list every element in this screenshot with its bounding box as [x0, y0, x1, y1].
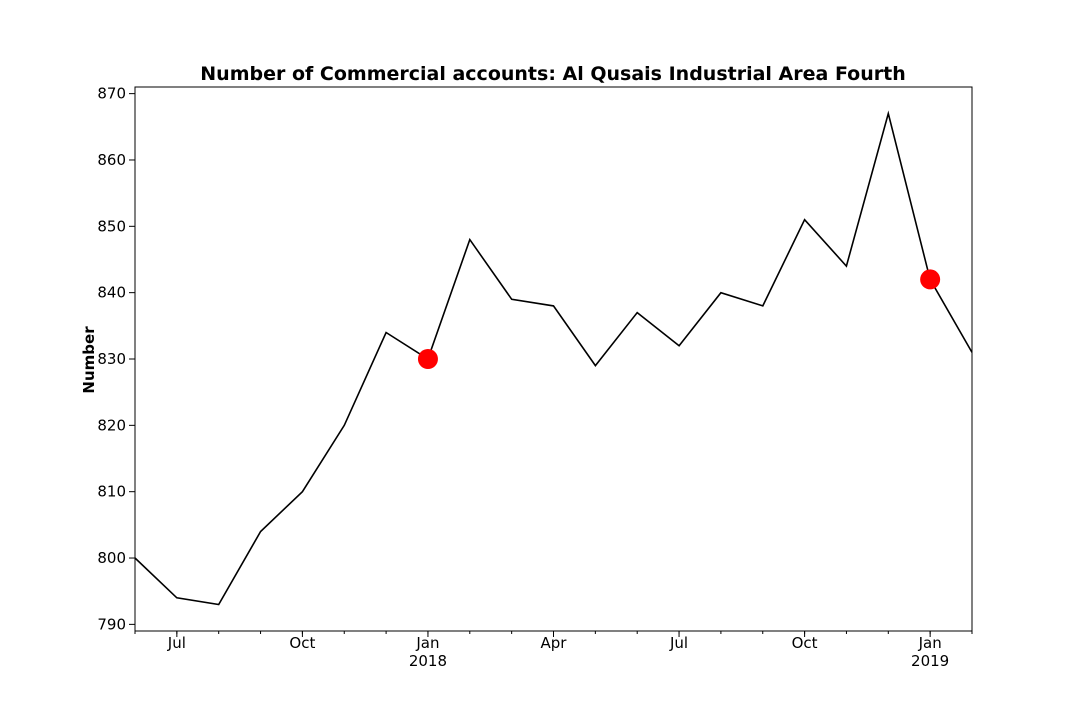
x-tick-label: Apr	[541, 634, 568, 652]
x-tick-label: Jan	[415, 634, 439, 652]
x-tick-label: Oct	[289, 634, 315, 652]
chart-title: Number of Commercial accounts: Al Qusais…	[200, 63, 905, 85]
y-tick-label: 850	[97, 217, 126, 235]
y-axis-label: Number	[80, 326, 98, 394]
x-tick-year-label: 2019	[911, 652, 949, 670]
x-tick-label: Jul	[669, 634, 688, 652]
y-tick-label: 800	[97, 549, 126, 567]
y-tick-label: 790	[97, 615, 126, 633]
highlight-point	[417, 349, 438, 369]
x-tick-label: Oct	[792, 634, 818, 652]
y-tick-label: 830	[97, 350, 126, 368]
y-tick-label: 870	[97, 85, 126, 103]
y-axis: 790 800 810 820 830 840 850 860 870	[97, 85, 135, 633]
plot-area	[134, 110, 973, 606]
series-line	[134, 110, 973, 606]
x-tick-year-label: 2018	[409, 652, 447, 670]
y-tick-label: 810	[97, 483, 126, 501]
x-tick-label: Jul	[167, 634, 186, 652]
x-tick-label: Jan	[918, 634, 942, 652]
y-tick-label: 860	[97, 151, 126, 169]
highlight-point	[920, 269, 941, 290]
plot-frame	[134, 86, 973, 632]
y-tick-label: 840	[97, 284, 126, 302]
y-tick-label: 820	[97, 416, 126, 434]
